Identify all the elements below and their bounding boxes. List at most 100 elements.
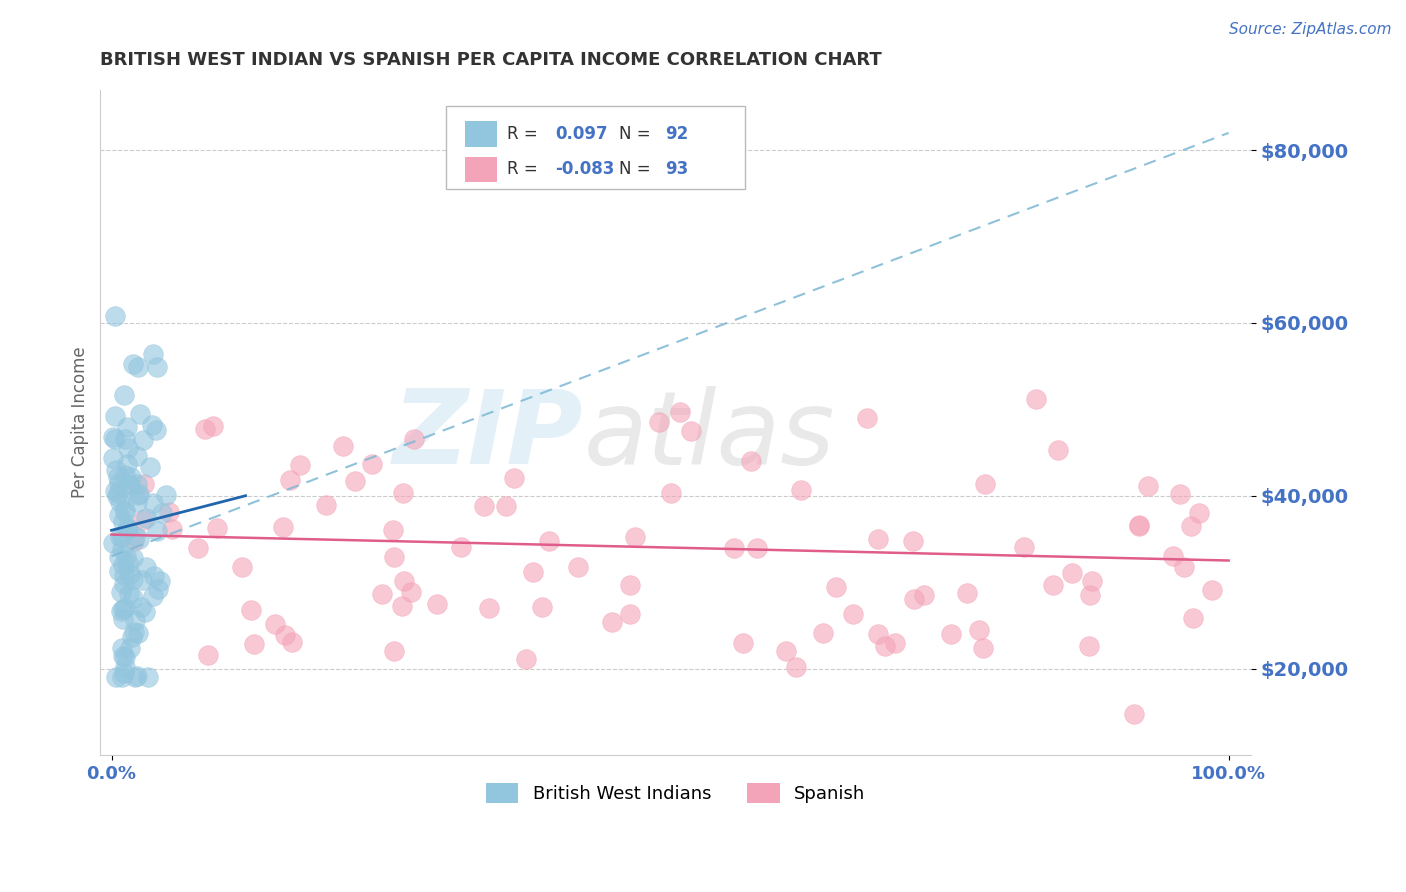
Point: [205, 521, 228, 535]
Point: [115, 549, 138, 564]
Point: [669, 405, 692, 419]
Point: [127, 449, 149, 463]
Point: [134, 477, 156, 491]
Point: [142, 568, 165, 582]
Point: [114, 505, 136, 519]
Point: [104, 309, 127, 323]
Point: [941, 627, 963, 641]
Point: [1080, 574, 1102, 588]
Point: [122, 357, 145, 371]
Point: [903, 533, 925, 548]
Point: [624, 530, 647, 544]
Point: [426, 597, 449, 611]
Point: [538, 534, 561, 549]
Point: [974, 477, 997, 491]
Point: [115, 522, 138, 536]
Point: [111, 670, 134, 684]
Point: [242, 637, 264, 651]
Point: [112, 387, 135, 401]
Point: [648, 415, 671, 429]
Point: [111, 531, 134, 545]
Text: R =: R =: [506, 125, 543, 143]
Point: [912, 588, 935, 602]
FancyBboxPatch shape: [465, 157, 498, 182]
Y-axis label: Per Capita Income: Per Capita Income: [72, 346, 89, 498]
Text: 0.097: 0.097: [555, 125, 607, 143]
Point: [567, 560, 589, 574]
Point: [522, 565, 544, 579]
Point: [127, 359, 149, 374]
Point: [142, 346, 165, 360]
Point: [110, 604, 132, 618]
Point: [382, 644, 405, 658]
Point: [789, 483, 811, 497]
Point: [117, 441, 139, 455]
Point: [118, 476, 141, 491]
Point: [343, 474, 366, 488]
Text: BRITISH WEST INDIAN VS SPANISH PER CAPITA INCOME CORRELATION CHART: BRITISH WEST INDIAN VS SPANISH PER CAPIT…: [100, 51, 882, 69]
Point: [315, 498, 337, 512]
Point: [391, 599, 413, 614]
Point: [107, 486, 129, 500]
Point: [141, 417, 163, 432]
Text: atlas: atlas: [583, 385, 835, 485]
Point: [1168, 487, 1191, 501]
Point: [120, 566, 142, 581]
Point: [104, 670, 127, 684]
Point: [107, 470, 129, 484]
Point: [125, 669, 148, 683]
Point: [745, 541, 768, 555]
Point: [391, 486, 413, 500]
Point: [239, 603, 262, 617]
Point: [142, 590, 165, 604]
FancyBboxPatch shape: [446, 106, 745, 189]
Point: [104, 409, 127, 423]
Point: [139, 460, 162, 475]
Point: [813, 626, 835, 640]
Point: [1025, 392, 1047, 406]
Point: [121, 572, 143, 586]
Point: [115, 457, 138, 471]
Point: [1188, 507, 1211, 521]
Point: [145, 423, 167, 437]
Point: [681, 424, 703, 438]
Point: [110, 495, 132, 509]
Point: [785, 659, 807, 673]
Point: [114, 432, 136, 446]
Point: [775, 644, 797, 658]
Point: [531, 600, 554, 615]
Point: [155, 488, 177, 502]
Point: [194, 422, 217, 436]
Point: [111, 558, 134, 572]
Point: [503, 470, 526, 484]
Point: [1128, 517, 1150, 532]
Point: [105, 489, 128, 503]
Point: [868, 532, 890, 546]
Point: [118, 641, 141, 656]
Point: [124, 528, 146, 542]
Point: [132, 512, 155, 526]
Point: [1047, 443, 1070, 458]
Point: [121, 630, 143, 644]
Point: [127, 488, 149, 502]
Point: [955, 586, 977, 600]
Point: [127, 494, 149, 508]
Point: [104, 432, 127, 446]
Point: [124, 613, 146, 627]
Point: [404, 433, 426, 447]
Point: [450, 540, 472, 554]
Point: [114, 650, 136, 665]
Point: [149, 574, 172, 588]
Point: [121, 591, 143, 605]
Point: [124, 670, 146, 684]
Point: [1136, 479, 1159, 493]
Point: [103, 484, 125, 499]
Point: [110, 531, 132, 545]
Point: [120, 478, 142, 492]
Point: [103, 451, 125, 466]
Point: [160, 522, 183, 536]
Point: [202, 418, 225, 433]
Point: [472, 499, 495, 513]
Point: [619, 578, 641, 592]
Point: [128, 408, 150, 422]
